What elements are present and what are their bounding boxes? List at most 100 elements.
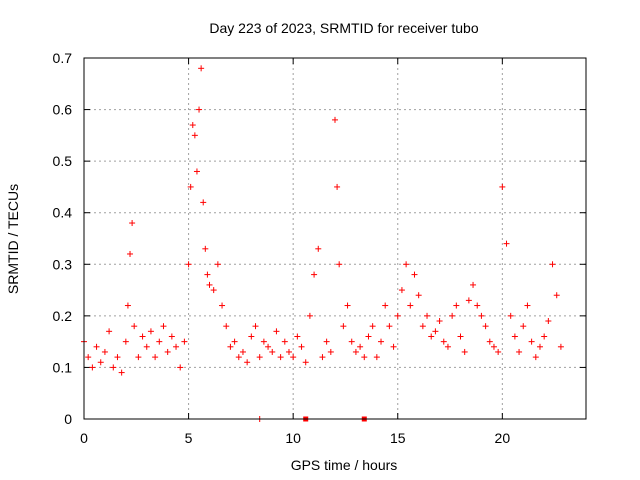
data-point [398,287,405,294]
data-point [516,348,523,355]
data-point [200,199,207,206]
data-point [394,312,401,319]
data-point [482,323,489,330]
y-tick-label: 0.2 [53,308,73,324]
data-point [486,338,493,345]
data-point [248,333,255,340]
data-point [524,302,531,309]
data-point [332,116,338,123]
data-point [432,328,439,335]
data-point [403,261,410,268]
data-point [444,343,451,350]
data-point [189,122,196,129]
data-points [81,65,564,422]
data-point [196,106,203,113]
data-point [290,354,297,361]
data-point [382,302,389,309]
data-point [378,338,385,345]
data-point [227,343,234,350]
plot-frame [83,57,587,420]
data-point [344,302,351,309]
data-point [407,302,414,309]
data-point [520,323,527,330]
data-point [507,312,514,319]
data-point [198,65,205,72]
y-tick-label: 0.3 [53,256,73,272]
data-point [365,333,372,340]
data-point [428,333,435,340]
data-point [536,343,543,350]
data-point [298,343,305,350]
data-point [436,318,443,325]
data-point [101,348,108,355]
data-point [265,343,272,350]
y-tick-label: 0.4 [53,205,73,221]
data-point [415,292,422,299]
data-point [252,323,259,330]
data-point [557,343,564,350]
data-point [143,343,150,350]
y-tick-label: 0.6 [53,102,73,118]
data-point [187,183,194,190]
data-point [424,312,431,319]
data-point [419,323,426,330]
data-point [118,369,125,376]
data-point [173,343,180,350]
data-point [139,333,146,340]
data-point [239,348,246,355]
data-point [306,312,313,319]
data-point [369,323,376,330]
tick-labels: 0 0.1 0.2 0.3 0.4 0.5 0.6 0.7 0 5 10 15 20 [53,50,511,446]
data-point [336,261,343,268]
data-point [465,297,472,304]
x-tick-label: 20 [495,430,511,446]
data-point [440,338,447,345]
data-point [511,333,518,340]
x-tick-label: 10 [285,430,301,446]
data-point [390,343,397,350]
data-point [168,333,175,340]
data-point [124,302,131,309]
x-tick-label: 15 [390,430,406,446]
data-point [499,183,506,190]
data-point [260,338,267,345]
data-point [323,338,330,345]
data-point [334,183,341,190]
data-point [206,281,213,288]
data-point [457,333,464,340]
data-point [503,240,510,247]
data-point [244,359,251,366]
data-point [340,323,347,330]
data-point [373,354,380,361]
data-point [269,348,276,355]
data-point [164,348,171,355]
y-tick-label: 0 [64,411,72,427]
data-point [147,328,154,335]
data-point [449,312,456,319]
data-point [93,343,100,350]
data-point [204,271,211,278]
data-point [160,323,167,330]
data-point [202,245,209,252]
data-point [106,328,113,335]
data-point [348,338,355,345]
data-point [256,354,263,361]
chart-title: Day 223 of 2023, SRMTID for receiver tub… [209,20,478,36]
data-point [235,354,242,361]
data-point [528,338,535,345]
data-point [97,359,104,366]
data-point [277,354,284,361]
data-point [156,338,163,345]
data-point [470,281,477,288]
data-point [129,220,136,227]
data-point [327,348,334,355]
data-point [185,261,192,268]
data-point [315,245,322,252]
data-point [89,364,96,371]
data-point [361,354,368,361]
data-point [490,343,497,350]
data-point [357,343,364,350]
data-point [223,323,230,330]
data-point [122,338,129,345]
